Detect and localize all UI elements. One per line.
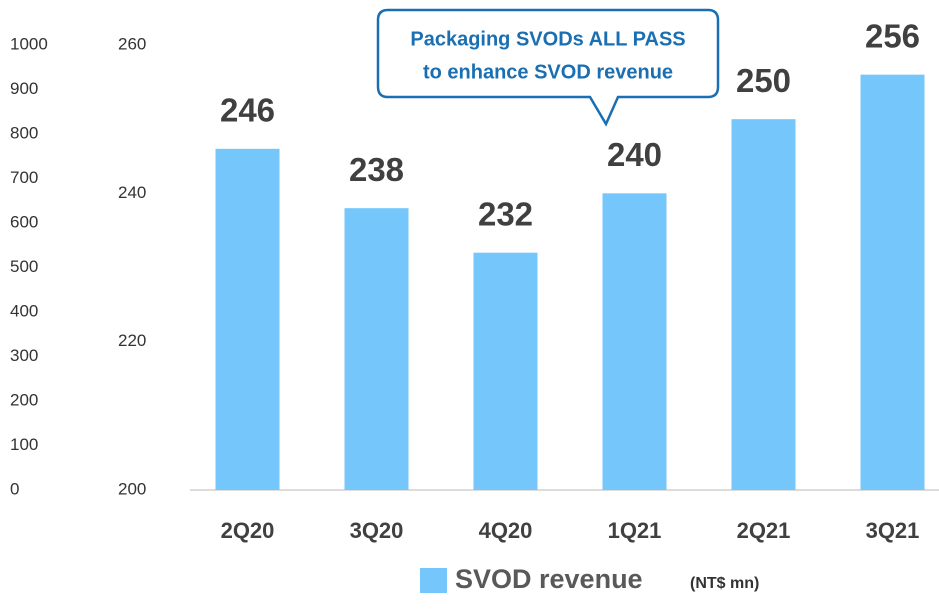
x-tick-label: 4Q20 xyxy=(479,518,533,543)
bar xyxy=(473,252,538,490)
annotation: to enhance SVOD revenue xyxy=(423,61,673,83)
y2-tick-label: 200 xyxy=(118,479,146,498)
y-tick-label: 100 xyxy=(10,435,38,454)
value-label: 246 xyxy=(220,92,275,129)
x-tick-label: 1Q21 xyxy=(608,518,662,543)
y-tick-label: 900 xyxy=(10,79,38,98)
bar xyxy=(344,208,409,490)
x-tick-label: 3Q21 xyxy=(866,518,920,543)
y2-tick-label: 260 xyxy=(118,34,146,53)
bar xyxy=(602,193,667,491)
value-label: 238 xyxy=(349,151,404,188)
callout-box xyxy=(376,8,720,127)
y2-tick-label: 220 xyxy=(118,331,146,350)
y-tick-label: 800 xyxy=(10,123,38,142)
y-tick-label: 600 xyxy=(10,212,38,231)
legend-unit: (NT$ mn) xyxy=(690,575,759,592)
value-label: 232 xyxy=(478,195,533,232)
y-tick-label: 0 xyxy=(10,479,19,498)
y-tick-label: 200 xyxy=(10,390,38,409)
y-tick-label: 500 xyxy=(10,257,38,276)
y-tick-label: 300 xyxy=(10,346,38,365)
bar xyxy=(215,148,280,491)
x-tick-label: 2Q21 xyxy=(737,518,791,543)
y2-tick-label: 240 xyxy=(118,183,146,202)
y-tick-label: 700 xyxy=(10,168,38,187)
legend-label: SVOD revenue xyxy=(455,564,643,594)
legend-swatch xyxy=(420,568,447,593)
y-tick-label: 400 xyxy=(10,301,38,320)
bar xyxy=(731,119,796,491)
y-tick-label: 1000 xyxy=(10,34,48,53)
x-tick-label: 3Q20 xyxy=(350,518,404,543)
value-label: 250 xyxy=(736,62,791,99)
annotation: Packaging SVODs ALL PASS xyxy=(410,28,685,50)
value-label: 240 xyxy=(607,136,662,173)
value-label: 256 xyxy=(865,17,920,54)
bar xyxy=(860,74,925,491)
x-tick-label: 2Q20 xyxy=(221,518,275,543)
